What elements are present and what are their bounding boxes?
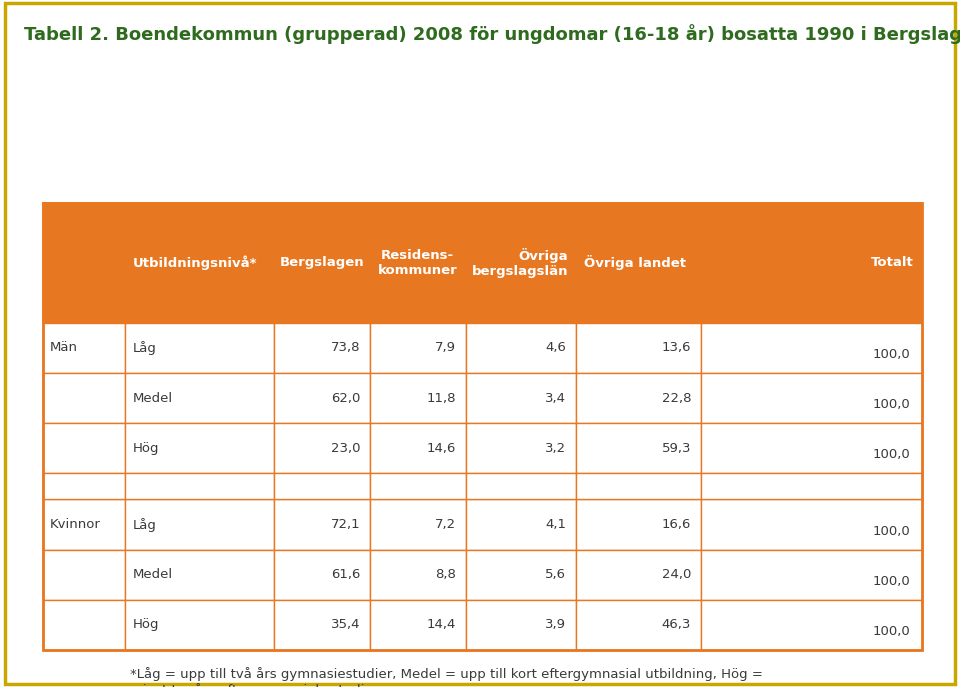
Text: Utbildningsnivå*: Utbildningsnivå* xyxy=(132,256,257,270)
Text: Hög: Hög xyxy=(132,442,159,455)
Text: 5,6: 5,6 xyxy=(545,568,566,581)
Text: 8,8: 8,8 xyxy=(435,568,456,581)
Text: Tabell 2. Boendekommun (grupperad) 2008 för ungdomar (16-18 år) bosatta 1990 i B: Tabell 2. Boendekommun (grupperad) 2008 … xyxy=(24,24,960,44)
Text: Låg: Låg xyxy=(132,517,156,532)
Text: 59,3: 59,3 xyxy=(661,442,691,455)
Text: Kvinnor: Kvinnor xyxy=(50,518,101,531)
Text: 11,8: 11,8 xyxy=(426,392,456,405)
Text: Bergslagen: Bergslagen xyxy=(279,256,364,269)
Text: 14,4: 14,4 xyxy=(426,618,456,631)
Text: 100,0: 100,0 xyxy=(873,625,910,638)
Text: 62,0: 62,0 xyxy=(330,392,360,405)
Text: 7,9: 7,9 xyxy=(435,341,456,354)
Text: Medel: Medel xyxy=(132,568,173,581)
Text: Residens-
kommuner: Residens- kommuner xyxy=(377,249,458,277)
Text: 16,6: 16,6 xyxy=(661,518,691,531)
Text: 35,4: 35,4 xyxy=(330,618,360,631)
Text: 3,2: 3,2 xyxy=(545,442,566,455)
Text: 100,0: 100,0 xyxy=(873,525,910,537)
Text: 46,3: 46,3 xyxy=(661,618,691,631)
Text: Hög: Hög xyxy=(132,618,159,631)
Text: 3,9: 3,9 xyxy=(545,618,566,631)
Text: 100,0: 100,0 xyxy=(873,398,910,411)
Text: Låg: Låg xyxy=(132,341,156,355)
Text: *Låg = upp till två års gymnasiestudier, Medel = upp till kort eftergymnasial ut: *Låg = upp till två års gymnasiestudier,… xyxy=(130,667,762,687)
Text: 100,0: 100,0 xyxy=(873,574,910,587)
Text: 100,0: 100,0 xyxy=(873,348,910,361)
Text: 72,1: 72,1 xyxy=(330,518,360,531)
Text: Medel: Medel xyxy=(132,392,173,405)
Text: 24,0: 24,0 xyxy=(661,568,691,581)
Text: 100,0: 100,0 xyxy=(873,448,910,461)
Text: Övriga landet: Övriga landet xyxy=(584,256,685,270)
Text: 61,6: 61,6 xyxy=(330,568,360,581)
Text: 4,1: 4,1 xyxy=(545,518,566,531)
Text: 14,6: 14,6 xyxy=(426,442,456,455)
Text: 3,4: 3,4 xyxy=(545,392,566,405)
Text: 13,6: 13,6 xyxy=(661,341,691,354)
Text: Totalt: Totalt xyxy=(871,256,914,269)
Text: 73,8: 73,8 xyxy=(330,341,360,354)
Text: 22,8: 22,8 xyxy=(661,392,691,405)
Text: Övriga
bergslagslän: Övriga bergslagslän xyxy=(471,248,568,278)
Text: 23,0: 23,0 xyxy=(330,442,360,455)
Text: 7,2: 7,2 xyxy=(435,518,456,531)
Text: 4,6: 4,6 xyxy=(545,341,566,354)
Text: Män: Män xyxy=(50,341,78,354)
